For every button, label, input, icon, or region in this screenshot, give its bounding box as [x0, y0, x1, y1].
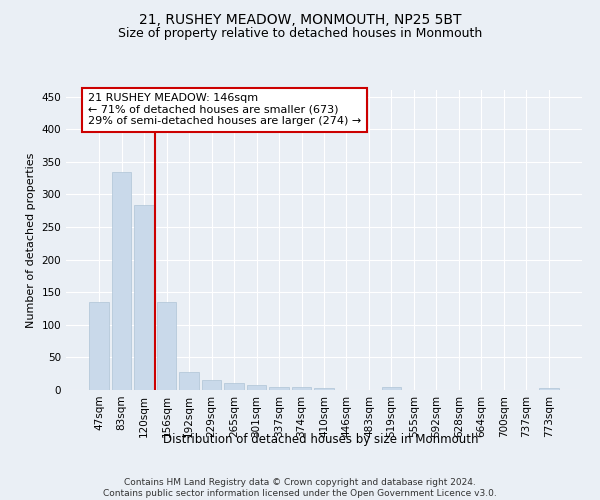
Bar	[247, 386, 266, 390]
Bar	[269, 386, 289, 390]
Bar	[89, 302, 109, 390]
Bar	[179, 372, 199, 390]
Text: Contains HM Land Registry data © Crown copyright and database right 2024.
Contai: Contains HM Land Registry data © Crown c…	[103, 478, 497, 498]
Bar	[134, 206, 154, 390]
Text: 21 RUSHEY MEADOW: 146sqm
← 71% of detached houses are smaller (673)
29% of semi-: 21 RUSHEY MEADOW: 146sqm ← 71% of detach…	[88, 94, 361, 126]
Bar	[314, 388, 334, 390]
Bar	[292, 388, 311, 390]
Text: 21, RUSHEY MEADOW, MONMOUTH, NP25 5BT: 21, RUSHEY MEADOW, MONMOUTH, NP25 5BT	[139, 12, 461, 26]
Bar	[112, 172, 131, 390]
Bar	[224, 383, 244, 390]
Text: Size of property relative to detached houses in Monmouth: Size of property relative to detached ho…	[118, 28, 482, 40]
Y-axis label: Number of detached properties: Number of detached properties	[26, 152, 36, 328]
Bar	[382, 388, 401, 390]
Bar	[539, 388, 559, 390]
Bar	[202, 380, 221, 390]
Text: Distribution of detached houses by size in Monmouth: Distribution of detached houses by size …	[163, 432, 479, 446]
Bar	[157, 302, 176, 390]
